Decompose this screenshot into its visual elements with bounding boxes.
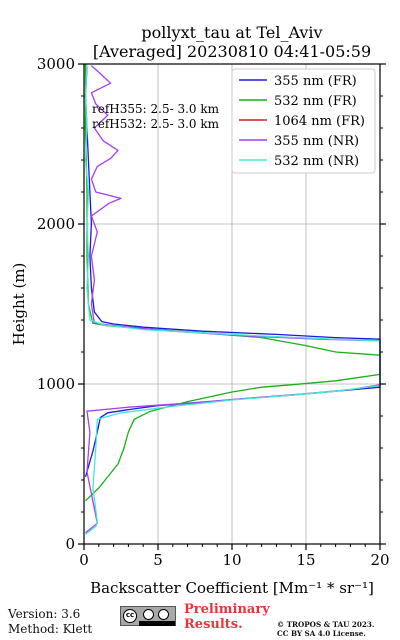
chart-subtitle: [Averaged] 20230810 04:41-05:59 [93, 42, 371, 61]
series-line [85, 65, 381, 534]
chart-svg: pollyxt_tau at Tel_Aviv [Averaged] 20230… [10, 23, 390, 597]
copyright-line-2: CC BY SA 4.0 License. [277, 629, 366, 638]
copyright-line-1: © TROPOS & TAU 2023. [277, 620, 375, 629]
axis-ticks: 0 5 10 15 20 0 1000 2000 3000 [37, 55, 390, 569]
cc-by-sa-badge-icon: cc [120, 606, 176, 626]
cc-icon: cc [123, 609, 137, 623]
x-axis-label: Backscatter Coefficient [Mm⁻¹ * sr⁻¹] [90, 579, 374, 597]
legend-box [231, 68, 376, 174]
version-label: Version: 3.6 [8, 607, 81, 621]
series-layer [84, 63, 381, 535]
x-tick-label: 15 [296, 551, 315, 569]
method-label: Method: Klett [8, 622, 93, 636]
legend-entry: 355 nm (FR) [274, 74, 357, 89]
legend-entry: 355 nm (NR) [274, 134, 359, 149]
sa-icon [158, 609, 169, 620]
y-axis-label: Height (m) [10, 263, 28, 346]
x-tick-label: 5 [153, 551, 163, 569]
chart-title: pollyxt_tau at Tel_Aviv [141, 23, 322, 42]
legend: 355 nm (FR) 532 nm (FR) 1064 nm (FR) 355 nm… [231, 68, 376, 174]
x-tick-label: 10 [222, 551, 241, 569]
y-tick-label: 3000 [37, 55, 75, 73]
preliminary-line-1: Preliminary [184, 602, 270, 617]
copyright-notice: © TROPOS & TAU 2023. CC BY SA 4.0 Licens… [277, 620, 374, 638]
ref-height-355-annotation: refH355: 2.5- 3.0 km [92, 102, 220, 116]
ref-height-532-annotation: refH532: 2.5- 3.0 km [92, 117, 220, 131]
legend-entry: 1064 nm (FR) [274, 114, 365, 129]
y-tick-label: 0 [65, 535, 75, 553]
license-strip [139, 621, 175, 626]
preliminary-line-2: Results. [184, 617, 243, 632]
y-tick-label: 1000 [37, 375, 75, 393]
legend-entry: 532 nm (FR) [274, 94, 357, 109]
y-tick-label: 2000 [37, 215, 75, 233]
legend-entry: 532 nm (NR) [274, 154, 359, 169]
preliminary-results-label: Preliminary Results. [184, 602, 270, 632]
by-icon [143, 609, 154, 620]
series-line [84, 63, 381, 535]
x-tick-label: 0 [79, 551, 89, 569]
series-line [84, 67, 381, 477]
x-tick-label: 20 [370, 551, 389, 569]
